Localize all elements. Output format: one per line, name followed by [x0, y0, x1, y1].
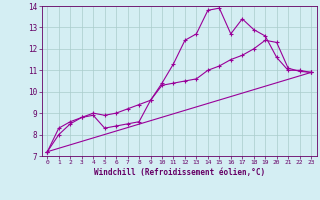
X-axis label: Windchill (Refroidissement éolien,°C): Windchill (Refroidissement éolien,°C)	[94, 168, 265, 177]
